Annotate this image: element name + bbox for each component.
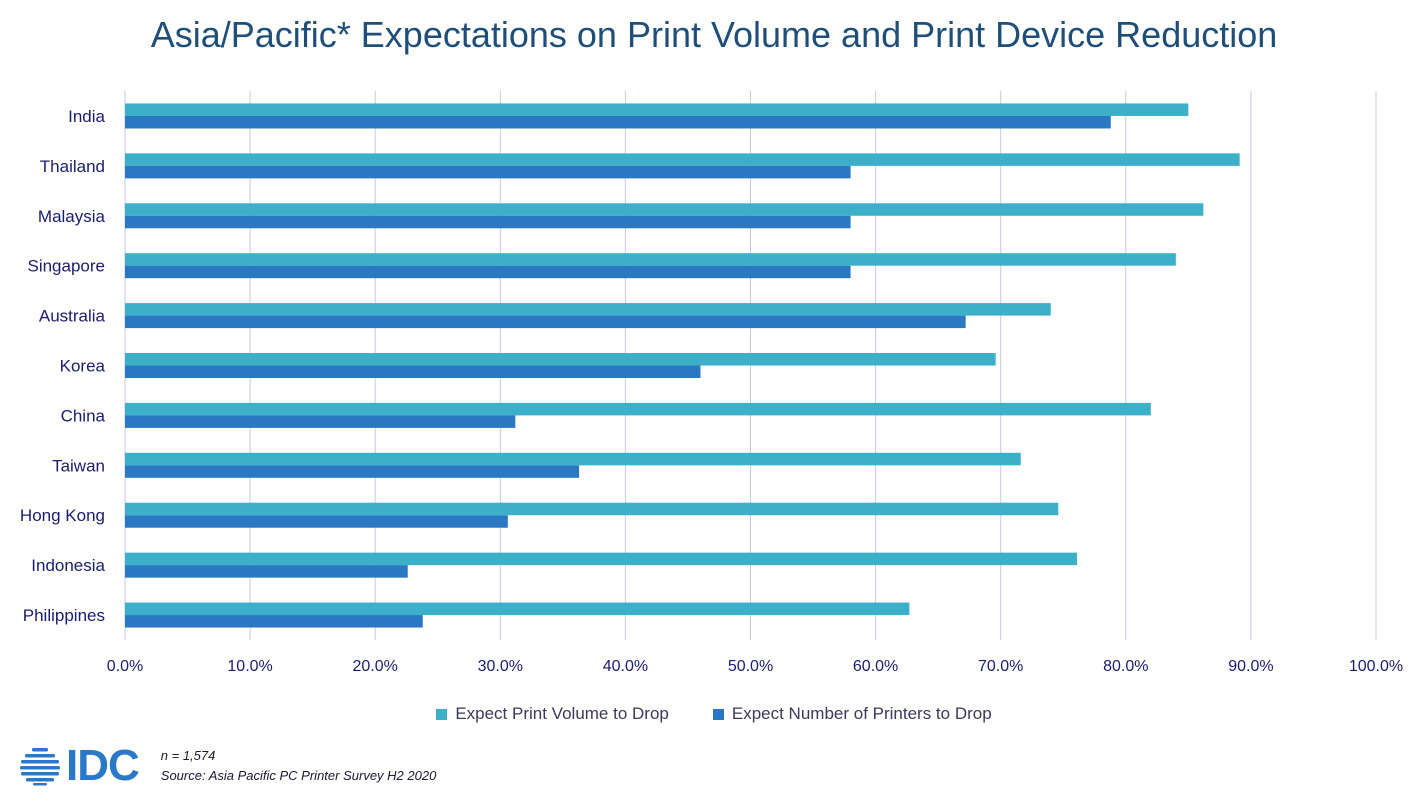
category-label: Taiwan [52,456,105,475]
bar-print-volume[interactable] [125,103,1189,116]
category-label: Malaysia [38,207,106,226]
category-label: Indonesia [31,556,105,575]
bar-printers[interactable] [125,315,966,329]
bar-print-volume[interactable] [125,502,1059,516]
category-label: Korea [60,357,106,376]
x-tick-label: 40.0% [603,658,648,675]
legend-swatch-print-volume [436,708,448,720]
bar-print-volume[interactable] [125,153,1240,166]
legend-label-printers: Expect Number of Printers to Drop [731,704,992,723]
chart-notes: n = 1,574 Source: Asia Pacific PC Printe… [161,746,437,786]
bar-printers[interactable] [125,565,408,578]
x-tick-label: 50.0% [728,658,773,675]
bar-printers[interactable] [125,365,701,379]
x-tick-label: 10.0% [227,658,272,675]
bar-printers[interactable] [125,615,423,628]
legend-label-print-volume: Expect Print Volume to Drop [455,704,669,723]
bar-printers[interactable] [125,265,851,279]
logo-text: IDC [66,741,140,790]
legend-swatch-printers [712,708,724,720]
bar-print-volume[interactable] [125,353,996,366]
x-tick-labels: 0.0% 10.0% 20.0% 30.0% 40.0% 50.0% 60.0% 70.0% 8… [107,658,1403,675]
category-label: China [61,406,106,425]
x-tick-label: 30.0% [478,658,523,675]
category-labels: India Thailand Malaysia Singapore Australia K… [20,107,106,625]
bar-print-volume[interactable] [125,452,1021,466]
category-label: Australia [39,307,106,326]
bars [125,103,1240,628]
bar-print-volume[interactable] [125,402,1151,416]
category-label: Singapore [27,257,105,276]
idc-logo: IDC [18,741,140,790]
bar-print-volume[interactable] [125,552,1078,566]
bar-printers[interactable] [125,215,851,229]
bar-print-volume[interactable] [125,203,1204,216]
bar-printers[interactable] [125,165,851,179]
x-tick-label: 70.0% [978,658,1023,675]
legend: Expect Print Volume to Drop Expect Numbe… [0,704,1428,724]
bar-print-volume[interactable] [125,303,1051,316]
category-label: Philippines [23,606,105,625]
bar-printers[interactable] [125,415,516,428]
x-tick-label: 20.0% [353,658,398,675]
x-tick-label: 80.0% [1103,658,1148,675]
x-tick-label: 100.0% [1349,658,1403,675]
category-label: Thailand [40,157,105,176]
bar-printers[interactable] [125,515,508,528]
bar-print-volume[interactable] [125,602,910,616]
chart-title: Asia/Pacific* Expectations on Print Volu… [150,14,1278,55]
footer: IDC n = 1,574 Source: Asia Pacific PC Pr… [18,744,436,788]
source-note: Source: Asia Pacific PC Printer Survey H… [160,768,437,783]
category-label: India [68,107,105,126]
globe-icon [20,748,60,786]
legend-item-print-volume[interactable]: Expect Print Volume to Drop [436,704,669,724]
sample-size-note: n = 1,574 [160,748,216,763]
bar-print-volume[interactable] [125,253,1176,266]
legend-item-printers[interactable]: Expect Number of Printers to Drop [712,704,992,724]
x-tick-label: 0.0% [107,658,143,675]
x-tick-label: 60.0% [853,658,898,675]
category-label: Hong Kong [20,506,105,525]
bar-printers[interactable] [125,465,580,478]
bar-printers[interactable] [125,115,1111,129]
x-tick-label: 90.0% [1228,658,1273,675]
